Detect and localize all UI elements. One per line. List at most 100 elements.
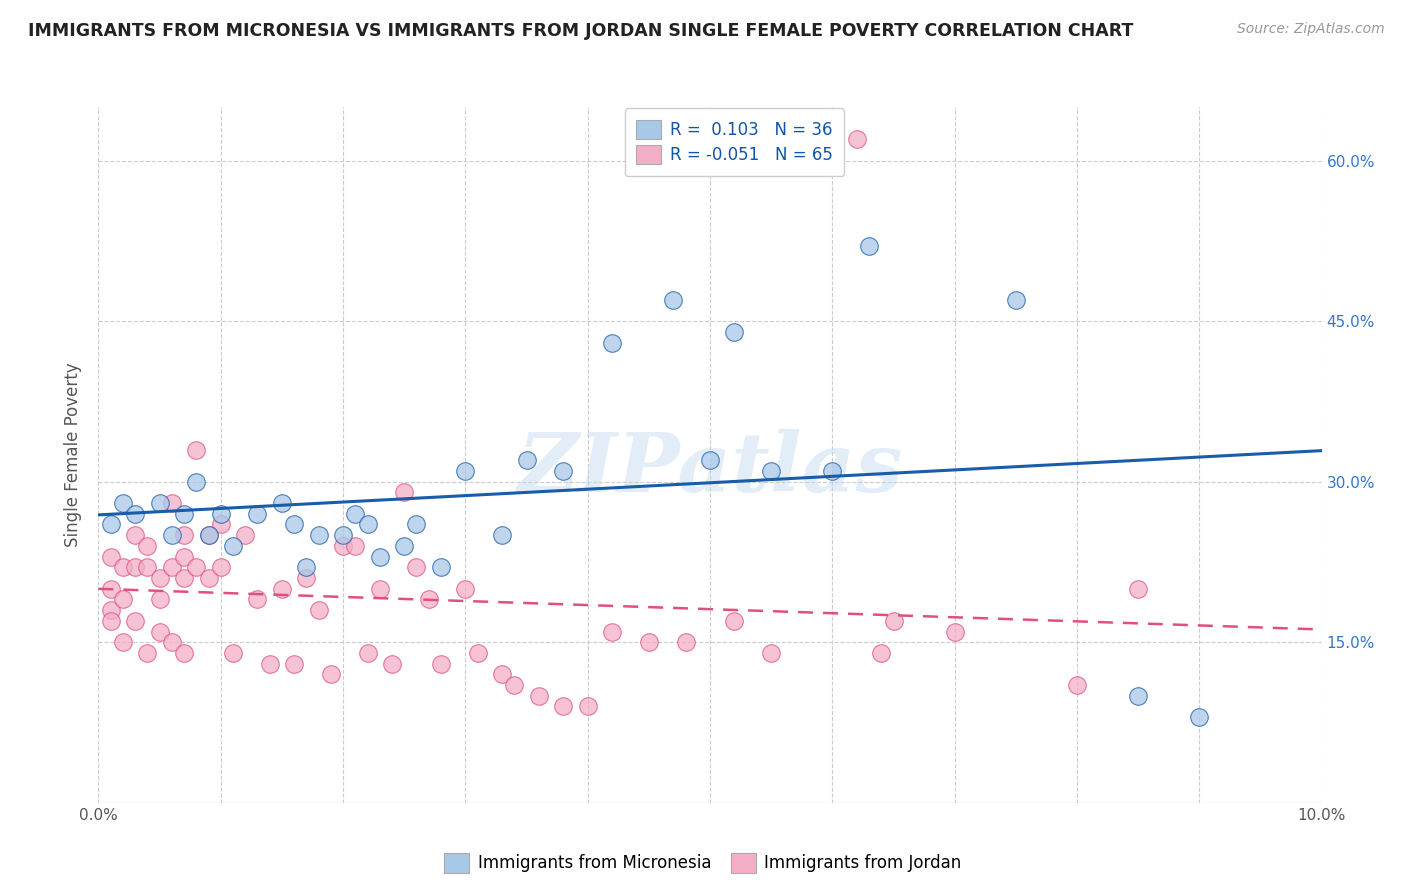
Immigrants from Jordan	[149, 571, 172, 585]
Immigrants from Jordan	[136, 646, 159, 660]
Immigrants from Jordan	[870, 646, 893, 660]
Immigrants from Jordan	[149, 624, 172, 639]
Immigrants from Jordan	[136, 539, 159, 553]
Immigrants from Jordan	[100, 549, 122, 564]
Immigrants from Jordan	[392, 485, 416, 500]
Immigrants from Micronesia	[1188, 710, 1211, 724]
Immigrants from Jordan	[845, 132, 868, 146]
Immigrants from Micronesia	[553, 464, 575, 478]
Immigrants from Micronesia	[308, 528, 330, 542]
Immigrants from Jordan	[344, 539, 367, 553]
Immigrants from Micronesia	[662, 293, 685, 307]
Immigrants from Micronesia	[111, 496, 134, 510]
Immigrants from Micronesia	[270, 496, 292, 510]
Immigrants from Jordan	[491, 667, 513, 681]
Immigrants from Jordan	[454, 582, 477, 596]
Immigrants from Jordan	[270, 582, 292, 596]
Immigrants from Jordan	[283, 657, 305, 671]
Immigrants from Jordan	[943, 624, 966, 639]
Immigrants from Micronesia	[430, 560, 453, 574]
Immigrants from Micronesia	[344, 507, 367, 521]
Immigrants from Jordan	[430, 657, 453, 671]
Immigrants from Jordan	[136, 560, 159, 574]
Immigrants from Micronesia	[516, 453, 538, 467]
Immigrants from Micronesia	[759, 464, 782, 478]
Immigrants from Micronesia	[100, 517, 122, 532]
Immigrants from Micronesia	[723, 325, 745, 339]
Immigrants from Micronesia	[295, 560, 318, 574]
Immigrants from Jordan	[527, 689, 550, 703]
Immigrants from Jordan	[160, 635, 183, 649]
Immigrants from Jordan	[160, 560, 183, 574]
Immigrants from Jordan	[381, 657, 404, 671]
Immigrants from Jordan	[209, 560, 232, 574]
Immigrants from Jordan	[600, 624, 623, 639]
Immigrants from Micronesia	[173, 507, 195, 521]
Immigrants from Micronesia	[209, 507, 232, 521]
Immigrants from Jordan	[418, 592, 440, 607]
Immigrants from Jordan	[295, 571, 318, 585]
Immigrants from Micronesia	[454, 464, 477, 478]
Immigrants from Micronesia	[186, 475, 208, 489]
Immigrants from Jordan	[111, 592, 134, 607]
Immigrants from Jordan	[246, 592, 269, 607]
Immigrants from Jordan	[197, 528, 219, 542]
Immigrants from Jordan	[356, 646, 378, 660]
Text: IMMIGRANTS FROM MICRONESIA VS IMMIGRANTS FROM JORDAN SINGLE FEMALE POVERTY CORRE: IMMIGRANTS FROM MICRONESIA VS IMMIGRANTS…	[28, 22, 1133, 40]
Immigrants from Jordan	[186, 560, 208, 574]
Immigrants from Jordan	[124, 614, 146, 628]
Immigrants from Micronesia	[1004, 293, 1026, 307]
Immigrants from Jordan	[553, 699, 575, 714]
Immigrants from Jordan	[100, 603, 122, 617]
Immigrants from Jordan	[149, 592, 172, 607]
Immigrants from Jordan	[759, 646, 782, 660]
Immigrants from Jordan	[173, 571, 195, 585]
Immigrants from Jordan	[100, 582, 122, 596]
Immigrants from Jordan	[675, 635, 697, 649]
Immigrants from Jordan	[259, 657, 281, 671]
Immigrants from Jordan	[173, 549, 195, 564]
Immigrants from Micronesia	[246, 507, 269, 521]
Immigrants from Micronesia	[222, 539, 245, 553]
Immigrants from Micronesia	[356, 517, 378, 532]
Immigrants from Jordan	[100, 614, 122, 628]
Immigrants from Micronesia	[124, 507, 146, 521]
Immigrants from Micronesia	[821, 464, 844, 478]
Immigrants from Micronesia	[699, 453, 721, 467]
Immigrants from Jordan	[308, 603, 330, 617]
Immigrants from Jordan	[503, 678, 526, 692]
Legend: Immigrants from Micronesia, Immigrants from Jordan: Immigrants from Micronesia, Immigrants f…	[437, 847, 969, 880]
Immigrants from Jordan	[111, 635, 134, 649]
Immigrants from Jordan	[209, 517, 232, 532]
Immigrants from Jordan	[368, 582, 391, 596]
Immigrants from Jordan	[576, 699, 599, 714]
Text: ZIPatlas: ZIPatlas	[517, 429, 903, 508]
Immigrants from Jordan	[723, 614, 745, 628]
Immigrants from Jordan	[1066, 678, 1088, 692]
Immigrants from Jordan	[332, 539, 354, 553]
Immigrants from Micronesia	[491, 528, 513, 542]
Immigrants from Jordan	[883, 614, 905, 628]
Legend: R =  0.103   N = 36, R = -0.051   N = 65: R = 0.103 N = 36, R = -0.051 N = 65	[624, 109, 844, 176]
Immigrants from Micronesia	[1128, 689, 1150, 703]
Immigrants from Jordan	[111, 560, 134, 574]
Immigrants from Jordan	[197, 571, 219, 585]
Immigrants from Micronesia	[368, 549, 391, 564]
Immigrants from Micronesia	[283, 517, 305, 532]
Immigrants from Jordan	[222, 646, 245, 660]
Immigrants from Micronesia	[197, 528, 219, 542]
Immigrants from Jordan	[637, 635, 661, 649]
Y-axis label: Single Female Poverty: Single Female Poverty	[65, 363, 83, 547]
Immigrants from Jordan	[160, 496, 183, 510]
Immigrants from Micronesia	[405, 517, 427, 532]
Immigrants from Micronesia	[149, 496, 172, 510]
Immigrants from Micronesia	[858, 239, 880, 253]
Immigrants from Micronesia	[600, 335, 623, 350]
Text: Source: ZipAtlas.com: Source: ZipAtlas.com	[1237, 22, 1385, 37]
Immigrants from Jordan	[319, 667, 342, 681]
Immigrants from Micronesia	[392, 539, 416, 553]
Immigrants from Jordan	[173, 646, 195, 660]
Immigrants from Jordan	[233, 528, 256, 542]
Immigrants from Jordan	[186, 442, 208, 457]
Immigrants from Jordan	[173, 528, 195, 542]
